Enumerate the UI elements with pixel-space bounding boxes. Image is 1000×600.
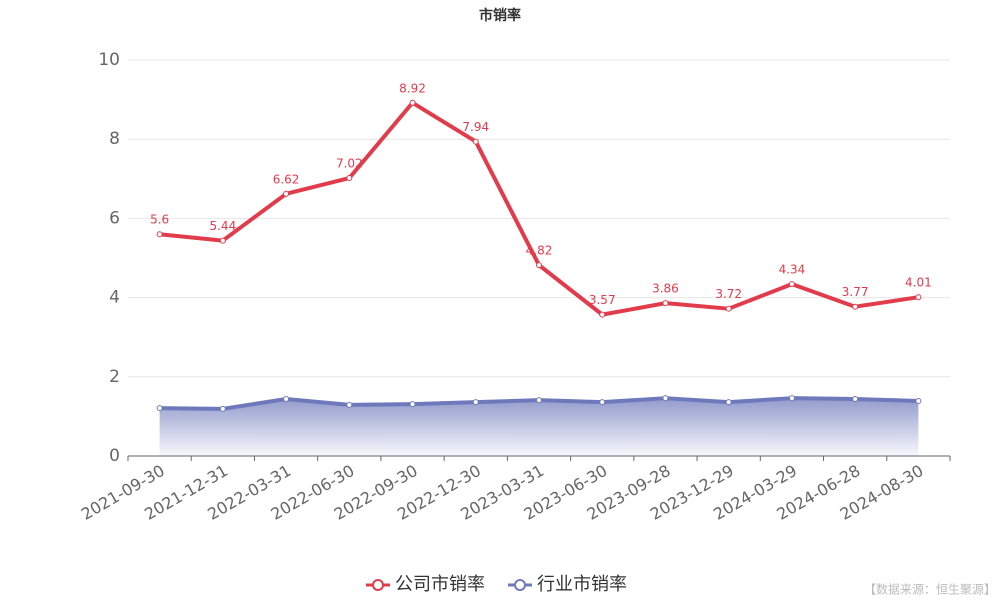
y-tick-label: 8 (109, 129, 120, 149)
data-label: 5.6 (150, 213, 169, 227)
legend-marker (514, 579, 526, 591)
line (159, 100, 919, 317)
point (283, 190, 290, 197)
point (725, 305, 732, 312)
point (472, 399, 479, 406)
data-label: 4.34 (779, 263, 806, 277)
data-label: 6.62 (273, 172, 300, 186)
y-tick-label: 2 (109, 367, 120, 387)
point (409, 401, 416, 408)
chart-title: 市销率 (479, 7, 521, 24)
point (788, 395, 795, 402)
point (219, 405, 226, 412)
data-label: 3.77 (842, 285, 869, 299)
data-label: 4.82 (526, 244, 553, 258)
point (156, 405, 163, 412)
data-label: 4.01 (905, 276, 932, 290)
data-label: 8.92 (399, 81, 426, 95)
legend-label: 公司市销率 (395, 574, 485, 595)
y-tick-label: 6 (109, 208, 120, 228)
point (725, 399, 732, 406)
point (409, 99, 416, 106)
data-label: 5.44 (209, 219, 236, 233)
legend-label: 行业市销率 (537, 574, 627, 595)
point (915, 294, 922, 301)
point (915, 397, 922, 404)
point (283, 395, 290, 402)
data-label: 3.72 (715, 287, 742, 301)
point (599, 399, 606, 406)
point (536, 397, 542, 404)
point (788, 281, 795, 288)
data-label: 7.94 (462, 120, 489, 134)
data-label: 3.86 (652, 282, 679, 296)
y-tick-label: 4 (109, 288, 120, 308)
point (156, 231, 163, 238)
area (159, 398, 919, 456)
data-label: 7.02 (336, 157, 363, 171)
point (662, 395, 669, 402)
point (219, 237, 226, 244)
point (662, 300, 669, 307)
point (472, 138, 479, 145)
point (599, 311, 606, 318)
legend-marker (372, 579, 384, 591)
y-tick-label: 10 (98, 50, 120, 70)
point (346, 401, 353, 408)
point (852, 303, 859, 310)
data-label: 3.57 (589, 293, 616, 307)
point (852, 395, 859, 402)
source-note: 【数据来源：恒生聚源】 (864, 582, 996, 597)
point (346, 175, 353, 182)
point (536, 262, 542, 269)
y-tick-label: 0 (109, 446, 120, 466)
